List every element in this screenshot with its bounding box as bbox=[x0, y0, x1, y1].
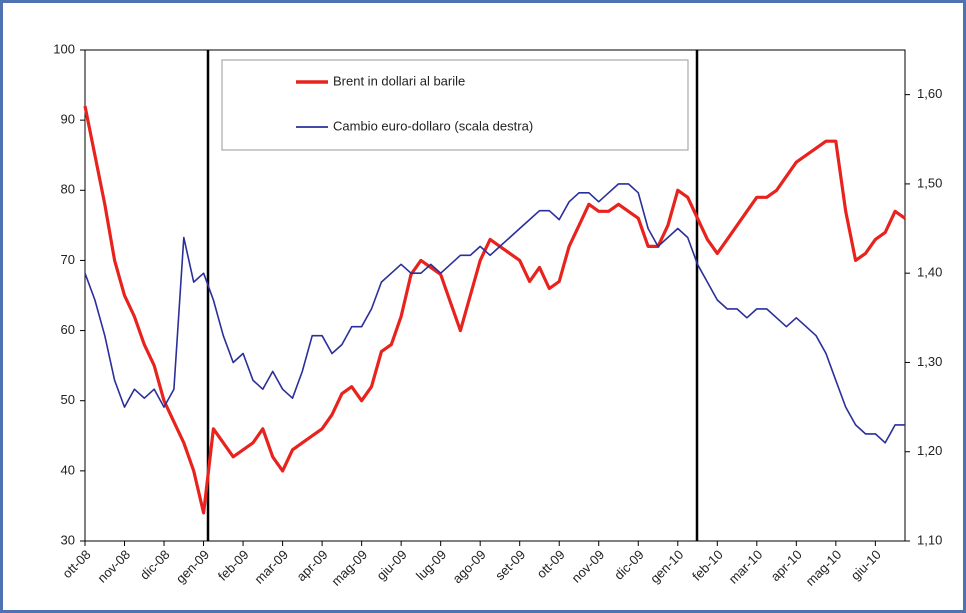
y-tick-label: 90 bbox=[61, 112, 75, 127]
y-tick-label: 100 bbox=[53, 41, 75, 56]
y2-tick-label: 1,20 bbox=[917, 443, 942, 458]
legend-label: Brent in dollari al barile bbox=[333, 73, 465, 88]
y-tick-label: 40 bbox=[61, 462, 75, 477]
legend bbox=[221, 59, 689, 151]
y-tick-label: 80 bbox=[61, 182, 75, 197]
y-tick-label: 60 bbox=[61, 322, 75, 337]
y2-tick-label: 1,40 bbox=[917, 265, 942, 280]
y2-tick-label: 1,30 bbox=[917, 354, 942, 369]
y2-tick-label: 1,60 bbox=[917, 86, 942, 101]
legend-label: Cambio euro-dollaro (scala destra) bbox=[333, 118, 533, 133]
y2-tick-label: 1,50 bbox=[917, 175, 942, 190]
y-tick-label: 50 bbox=[61, 392, 75, 407]
y-tick-label: 30 bbox=[61, 532, 75, 547]
y2-tick-label: 1,10 bbox=[917, 532, 942, 547]
series-line bbox=[83, 105, 906, 515]
y-tick-label: 70 bbox=[61, 252, 75, 267]
series-line bbox=[84, 183, 905, 444]
